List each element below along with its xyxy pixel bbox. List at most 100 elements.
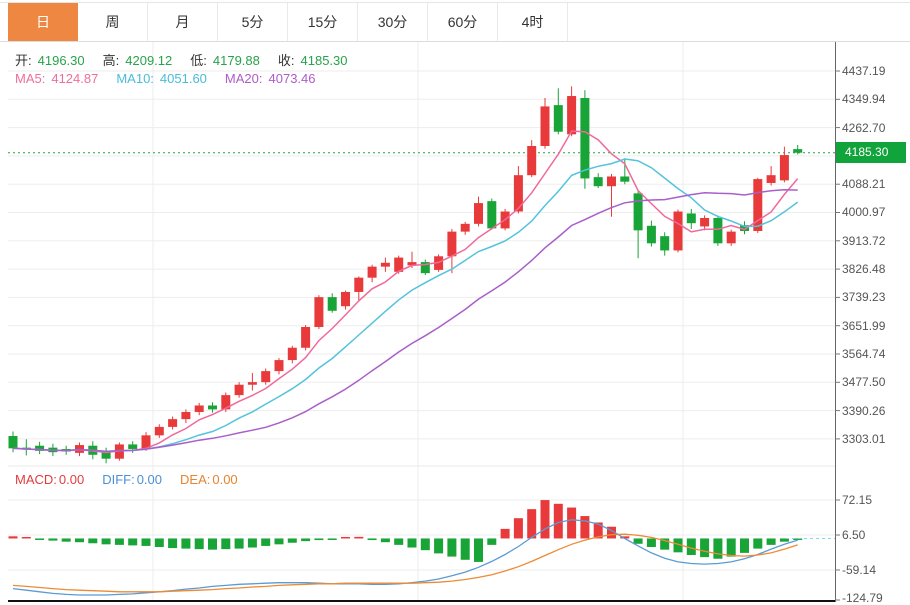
candle-body	[474, 203, 483, 224]
tab-5min[interactable]: 5分	[218, 3, 288, 41]
macd-bar	[686, 538, 696, 555]
candle-body	[394, 257, 404, 272]
candle-body	[553, 105, 563, 132]
candle-body	[540, 106, 550, 146]
ma-value: 4124.87	[51, 71, 99, 86]
candle-body	[513, 175, 523, 212]
macd-bar	[88, 538, 98, 544]
tabbar-divider	[0, 41, 910, 42]
macd-bar	[460, 538, 470, 560]
candle-body	[407, 262, 417, 266]
ohlc-label: 低:	[190, 53, 207, 68]
macd-bar	[301, 538, 311, 542]
ma-value: 4073.46	[268, 71, 316, 86]
candle-body	[766, 175, 776, 183]
macd-bar	[141, 538, 151, 546]
macd-bar	[394, 538, 404, 545]
candle-body	[660, 236, 670, 251]
candle-body	[128, 444, 138, 449]
candle-body	[274, 360, 284, 372]
candle-body	[101, 451, 111, 459]
macd-bar	[367, 538, 377, 541]
candle-body	[620, 176, 630, 182]
macd-bar	[726, 538, 736, 557]
ma5-line	[12, 130, 799, 454]
ohlc-value: 4196.30	[37, 53, 85, 68]
candle-body	[753, 179, 763, 231]
candle-body	[646, 225, 656, 244]
macd-bar	[487, 538, 497, 545]
macd-axis-label: 6.50	[842, 528, 866, 542]
tab-60min[interactable]: 60分	[428, 3, 498, 41]
ma-label: MA20:	[224, 71, 263, 86]
macd-bar	[274, 538, 284, 545]
tab-day[interactable]: 日	[8, 3, 78, 41]
macd-bar	[181, 538, 191, 549]
candle-body	[607, 176, 616, 187]
candle-body	[208, 405, 217, 410]
macd-bar	[208, 538, 217, 550]
current-price-value: 4185.30	[845, 145, 889, 159]
price-axis-label: 3303.01	[842, 431, 886, 446]
macd-histogram	[8, 500, 803, 562]
macd-bar	[527, 509, 537, 539]
macd-bar	[700, 538, 710, 558]
candle-body	[301, 326, 311, 348]
macd-bar	[75, 538, 84, 543]
price-axis-label: 3477.50	[842, 375, 886, 390]
macd-bar	[154, 538, 164, 547]
indicator-value: 0.00	[212, 472, 238, 487]
macd-bar	[513, 518, 523, 539]
macd-bar	[128, 538, 138, 546]
candle-body	[713, 218, 723, 244]
macd-bar	[380, 538, 390, 543]
price-axis-label: 3826.48	[842, 262, 886, 277]
macd-bar	[114, 538, 124, 545]
candle-body	[686, 213, 696, 224]
macd-bar	[713, 538, 723, 559]
ohlc-row: 开: 4196.30 高: 4209.12 低: 4179.88 收: 4185.30	[15, 50, 366, 69]
price-axis-label: 4262.70	[842, 120, 886, 135]
macd-bar	[261, 538, 271, 546]
candlestick-series	[8, 86, 803, 464]
macd-bar	[194, 538, 204, 550]
macd-bar	[8, 536, 18, 539]
macd-bar	[221, 538, 231, 550]
candle-body	[354, 277, 364, 292]
tab-month[interactable]: 月	[148, 3, 218, 41]
ma-label: MA10:	[116, 71, 154, 86]
tab-4hour[interactable]: 4时	[498, 3, 568, 41]
candle-body	[367, 266, 377, 278]
candle-body	[779, 155, 789, 181]
candle-body	[287, 347, 297, 361]
macd-bar	[327, 538, 337, 540]
candle-body	[460, 223, 470, 232]
candle-body	[141, 435, 151, 449]
tab-week[interactable]: 周	[78, 3, 148, 41]
macd-bar	[567, 507, 577, 539]
candle-body	[168, 419, 178, 427]
macd-bar	[593, 522, 603, 539]
macd-bar	[793, 538, 803, 540]
candle-body	[341, 291, 350, 307]
candle-body	[181, 411, 191, 420]
macd-bar	[287, 538, 297, 543]
candle-body	[580, 97, 590, 179]
tab-15min[interactable]: 15分	[288, 3, 358, 41]
top-border	[0, 2, 910, 3]
candle-body	[234, 384, 244, 396]
macd-bar	[580, 516, 590, 539]
macd-bar	[35, 538, 45, 540]
ohlc-value: 4209.12	[125, 53, 173, 68]
macd-bar	[407, 538, 417, 548]
dea-line	[12, 533, 798, 593]
price-axis-label: 3739.23	[842, 290, 886, 305]
tab-30min[interactable]: 30分	[358, 3, 428, 41]
price-axis-label: 3651.99	[842, 318, 886, 333]
macd-bar	[234, 538, 244, 549]
macd-bar	[101, 538, 111, 545]
macd-bar	[21, 536, 31, 539]
price-axis-label: 3913.72	[842, 233, 886, 248]
